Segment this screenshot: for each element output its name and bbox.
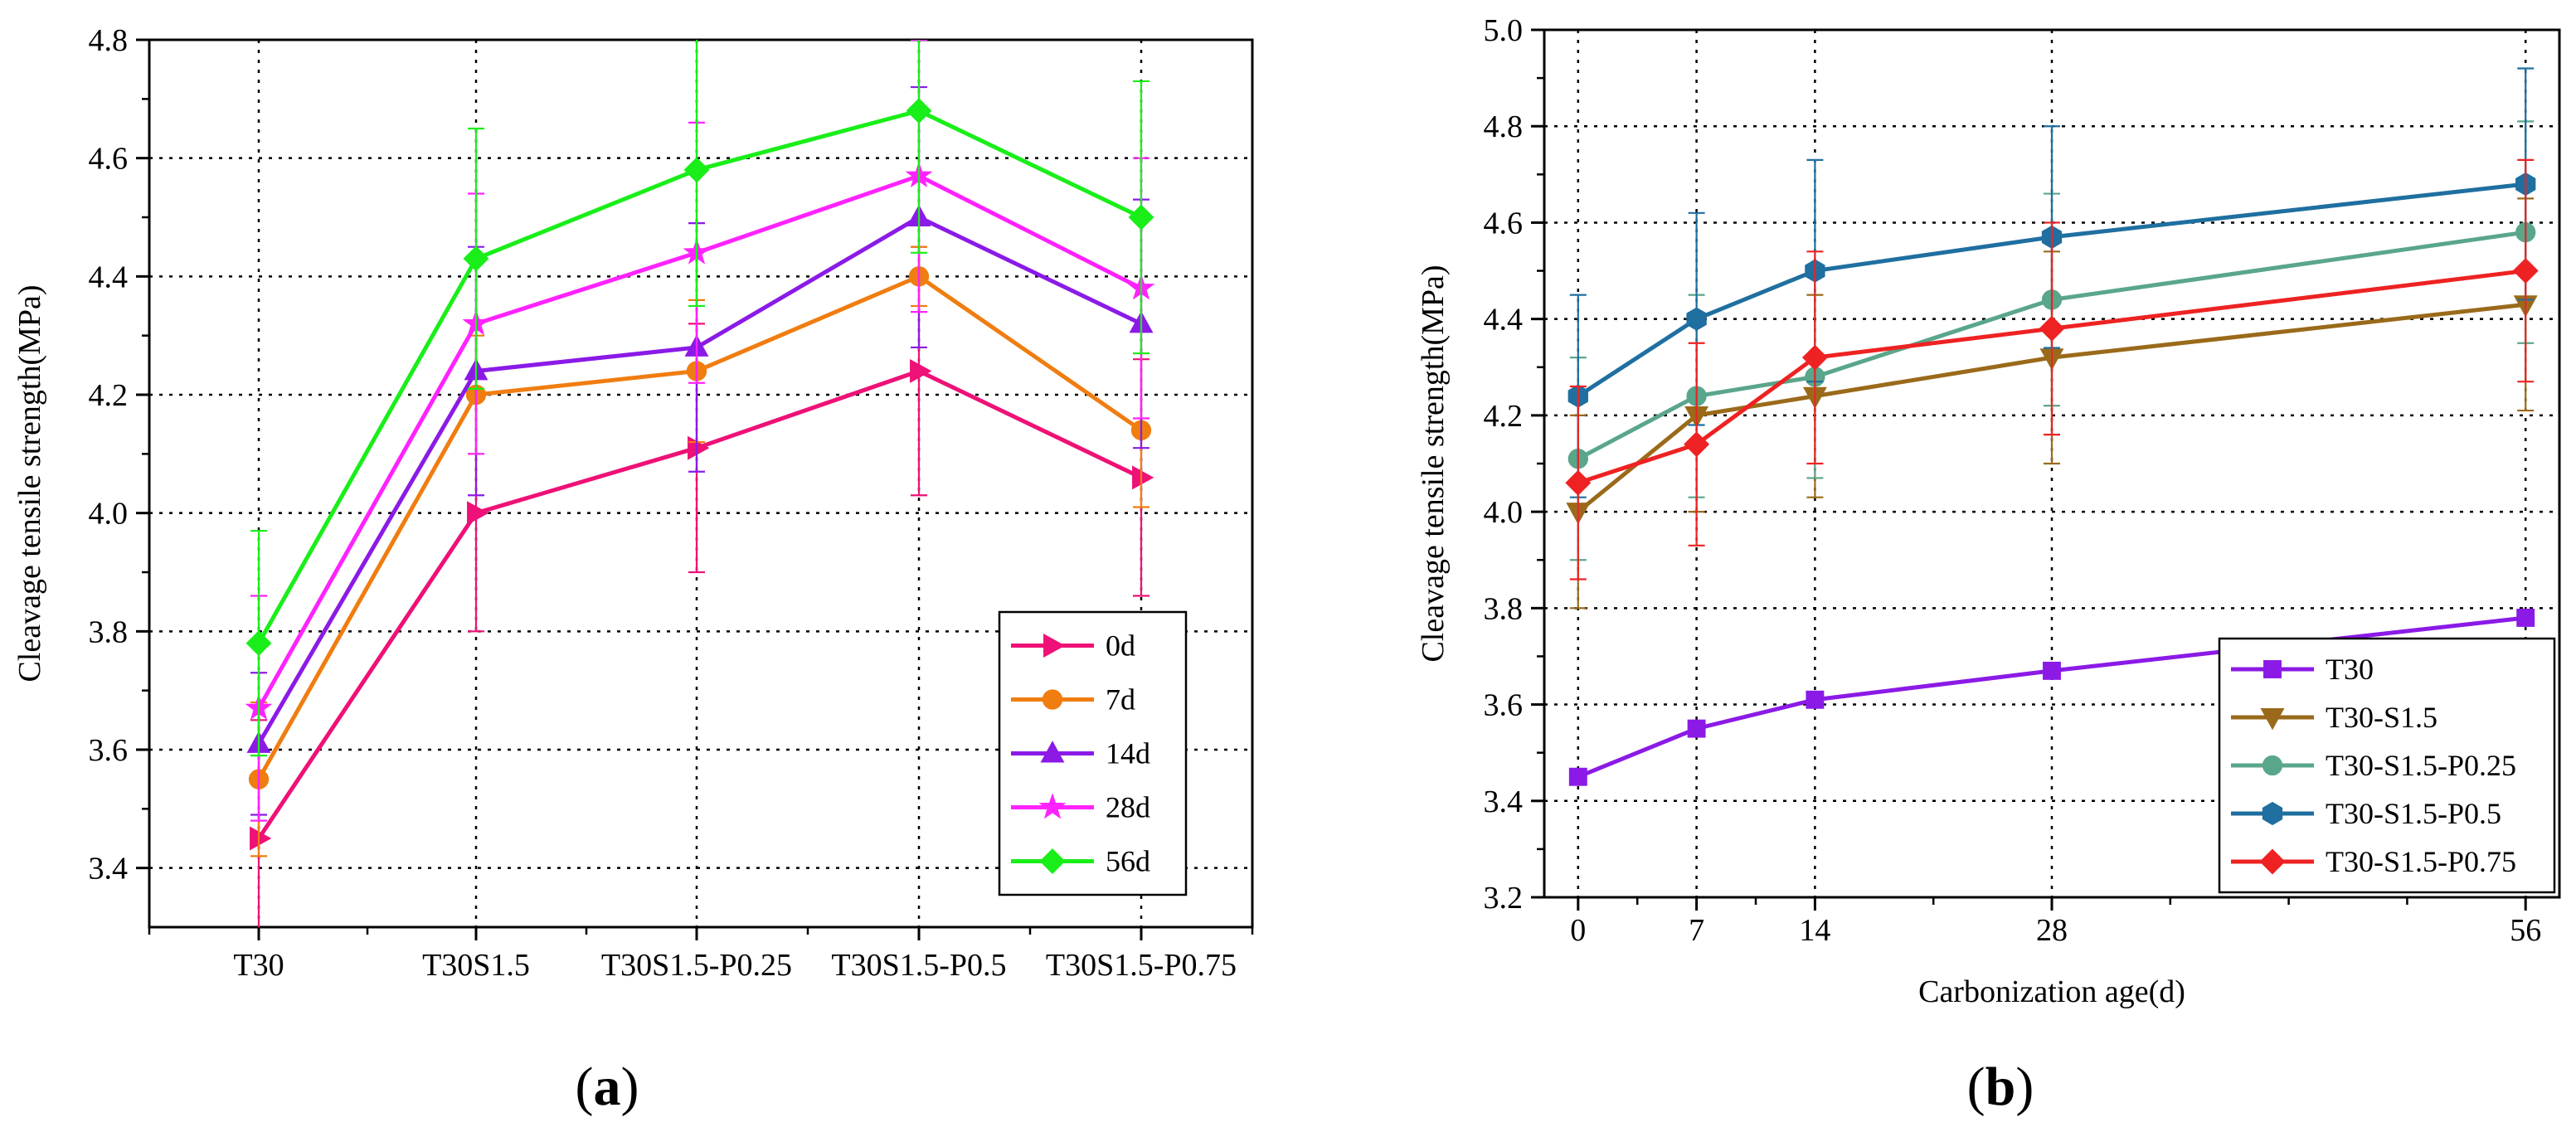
legend-marker (1039, 848, 1066, 874)
legend: T30 T30-S1.5 T30-S1.5-P0.25 T30-S1.5-P0.5 T3… (2218, 637, 2556, 894)
y-axis: 3.4 3.6 3.8 4.0 4.2 4.4 4.6 4.8 (89, 23, 149, 887)
x-tick-label: 0 (1570, 913, 1586, 948)
legend-label: T30-S1.5-P0.75 (2326, 845, 2516, 878)
data-point (1806, 690, 1825, 709)
y-tick-label: 4.4 (1484, 303, 1524, 338)
data-point (1686, 307, 1707, 331)
data-point (1568, 767, 1587, 786)
series-T30 (1568, 609, 2535, 786)
legend-marker (2262, 801, 2283, 826)
data-point (2039, 315, 2065, 342)
x-tick-label: T30S1.5-P0.25 (601, 948, 792, 983)
legend-item: 56d (1011, 845, 1150, 878)
legend-label: 0d (1106, 629, 1135, 663)
chart-panel-b: 3.2 3.4 3.6 3.8 4.0 4.2 4.4 4.6 4.8 5.0 Cleavage t… (1416, 13, 2561, 1009)
data-point (1132, 465, 1154, 490)
legend-item: 7d (1011, 683, 1135, 717)
data-point (250, 826, 272, 851)
legend-label: T30-S1.5 (2326, 701, 2437, 734)
y-tick-label: 3.4 (89, 852, 129, 887)
y-tick-label: 4.6 (89, 142, 129, 177)
series-group (245, 40, 1155, 927)
data-point (688, 435, 710, 460)
data-point (906, 98, 932, 124)
legend-marker (1040, 741, 1065, 763)
data-point (1684, 431, 1710, 458)
x-tick-label: 14 (1799, 913, 1830, 948)
y-tick-label: 4.0 (1484, 495, 1524, 530)
y-tick-label: 4.2 (1484, 399, 1524, 434)
legend-marker (1043, 634, 1066, 658)
legend-label: 7d (1106, 683, 1135, 717)
data-point (910, 358, 932, 383)
x-tick-label: 56 (2510, 913, 2541, 948)
data-point (683, 157, 710, 183)
series-group (1565, 67, 2539, 786)
x-axis: 0 7 14 28 56 (1570, 897, 2541, 948)
legend-item: T30-S1.5-P0.75 (2231, 845, 2516, 878)
legend-label: 28d (1106, 791, 1150, 824)
data-point (1687, 719, 1706, 738)
data-point (1565, 469, 1592, 496)
legend-label: 56d (1106, 845, 1150, 878)
y-tick-label: 3.8 (89, 615, 129, 649)
legend-marker (1038, 793, 1067, 819)
y-axis-title: Cleavage tensile strength(MPa) (12, 284, 47, 682)
data-point (463, 245, 489, 272)
legend-item: 28d (1011, 791, 1150, 824)
data-point (2043, 661, 2061, 680)
x-tick-label: T30S1.5-P0.5 (831, 948, 1006, 983)
data-point (245, 630, 272, 657)
y-tick-label: 3.4 (1484, 785, 1524, 819)
data-point (2516, 609, 2535, 627)
legend: 0d 7d 14d 28d 56d (998, 610, 1188, 896)
legend-marker (2263, 660, 2282, 678)
legend-item: T30 (2231, 653, 2374, 686)
legend-marker (2259, 848, 2286, 875)
y-tick-label: 4.8 (89, 23, 129, 58)
x-tick-label: T30S1.5 (422, 948, 530, 983)
x-tick-label: T30 (233, 948, 284, 983)
data-point (1128, 204, 1154, 231)
data-point (1801, 344, 1828, 371)
y-tick-label: 5.0 (1484, 13, 1524, 48)
y-axis: 3.2 3.4 3.6 3.8 4.0 4.2 4.4 4.6 4.8 5.0 (1484, 13, 1544, 916)
x-axis-title: Carbonization age(d) (1918, 974, 2185, 1009)
x-axis: T30 T30S1.5 T30S1.5-P0.25 T30S1.5-P0.5 T30S1… (148, 927, 1254, 983)
y-tick-label: 4.8 (1484, 109, 1524, 144)
data-point (2512, 258, 2539, 284)
y-tick-label: 4.6 (1484, 206, 1524, 240)
series-T30-S1.5-P0.75 (1565, 158, 2539, 581)
legend-item: T30-S1.5 (2231, 701, 2437, 734)
data-point (467, 501, 489, 526)
panel-label-b: (b) (1967, 1057, 2034, 1117)
chart-panel-a: 3.4 3.6 3.8 4.0 4.2 4.4 4.6 4.8 Cleavage tensile… (12, 23, 1254, 983)
legend-marker (2262, 755, 2283, 776)
y-tick-label: 3.6 (1484, 688, 1524, 723)
y-tick-label: 4.2 (89, 378, 129, 413)
legend-marker (1042, 689, 1063, 710)
legend-item: T30-S1.5-P0.5 (2231, 797, 2501, 830)
y-axis-title: Cleavage tensile strength(MPa) (1416, 265, 1451, 662)
legend-label: T30 (2326, 653, 2374, 686)
legend-label: T30-S1.5-P0.5 (2326, 797, 2501, 830)
y-tick-label: 4.4 (89, 260, 129, 294)
legend-item: 14d (1011, 737, 1150, 770)
x-tick-label: 7 (1689, 913, 1704, 948)
x-tick-label: 28 (2036, 913, 2068, 948)
legend-label: 14d (1106, 737, 1150, 770)
x-tick-label: T30S1.5-P0.75 (1046, 948, 1237, 983)
y-tick-label: 4.0 (89, 497, 129, 532)
series-56d (245, 40, 1154, 757)
y-tick-label: 3.2 (1484, 881, 1524, 916)
legend-marker (2260, 708, 2285, 731)
plot-frame (148, 38, 1254, 929)
legend-label: T30-S1.5-P0.25 (2326, 749, 2516, 782)
panel-label-a: (a) (576, 1057, 639, 1117)
legend-item: 0d (1011, 629, 1135, 663)
y-tick-label: 3.6 (89, 733, 129, 768)
legend-item: T30-S1.5-P0.25 (2231, 749, 2516, 782)
y-tick-label: 3.8 (1484, 591, 1524, 626)
